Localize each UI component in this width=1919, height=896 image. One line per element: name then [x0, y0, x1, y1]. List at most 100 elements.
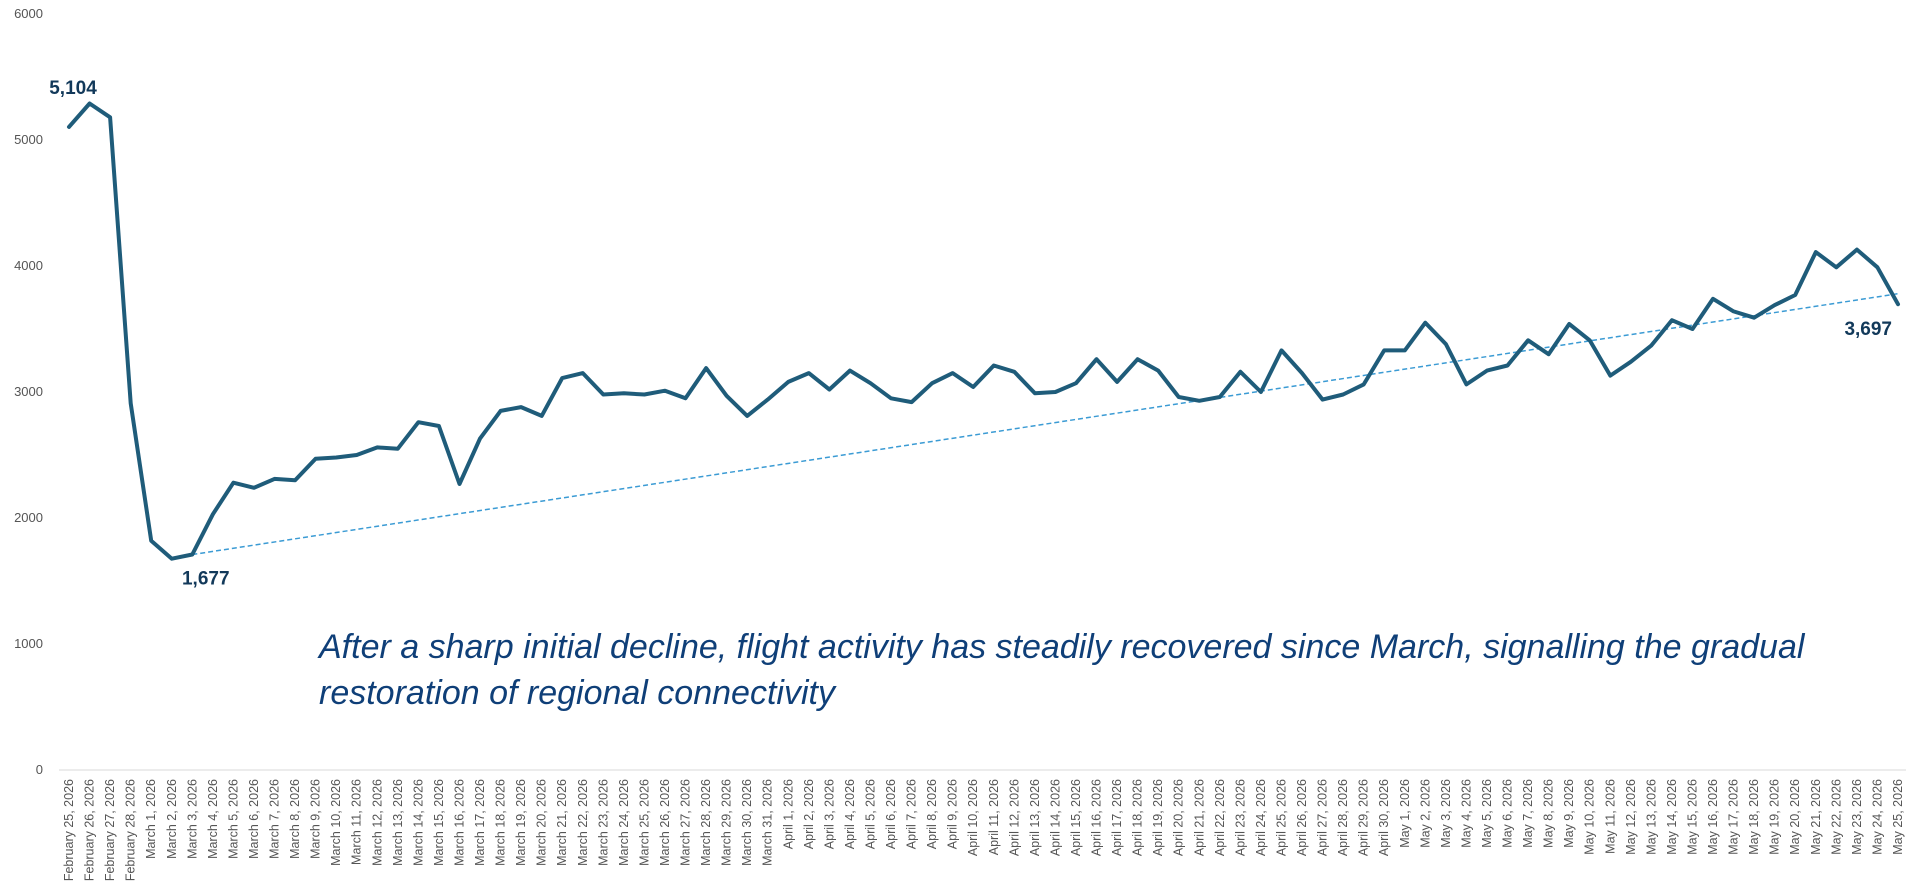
data-point: [149, 539, 153, 543]
data-point: [951, 371, 955, 375]
data-point: [704, 366, 708, 370]
data-point: [1403, 348, 1407, 353]
data-labels: 5,104 1,677 3,697: [49, 78, 1892, 590]
data-point: [1300, 371, 1304, 375]
data-point: [1855, 248, 1859, 252]
x-tick-label: May 16, 2026: [1706, 779, 1720, 855]
data-point: [519, 405, 523, 409]
x-tick-label: March 4, 2026: [206, 779, 220, 859]
data-point: [1033, 391, 1037, 395]
x-tick-label: April 9, 2026: [946, 779, 960, 849]
x-tick-label: April 17, 2026: [1110, 779, 1124, 856]
data-point: [1218, 395, 1222, 399]
series-points: [67, 101, 1900, 561]
data-point: [889, 396, 893, 400]
x-tick-label: May 7, 2026: [1521, 779, 1535, 848]
data-point: [909, 400, 914, 404]
x-tick-label: February 27, 2026: [103, 779, 117, 881]
x-tick-label: March 1, 2026: [144, 779, 158, 859]
x-axis-ticks: February 25, 2026 February 26, 2026 Februa…: [62, 779, 1905, 881]
x-tick-label: May 17, 2026: [1727, 779, 1741, 855]
data-point: [1670, 318, 1674, 322]
data-point: [745, 414, 749, 418]
data-point: [1012, 370, 1016, 374]
data-point: [396, 447, 400, 451]
data-point: [807, 371, 811, 375]
data-label: 1,677: [182, 569, 230, 590]
data-point: [1505, 363, 1510, 368]
x-tick-label: May 3, 2026: [1439, 779, 1453, 848]
data-point: [1485, 368, 1489, 373]
data-point: [314, 457, 318, 461]
x-tick-label: May 21, 2026: [1809, 779, 1823, 855]
data-point: [1053, 390, 1058, 394]
data-point: [1547, 352, 1551, 356]
series-line: [67, 101, 1900, 561]
x-tick-label: March 10, 2026: [329, 779, 343, 866]
data-point: [642, 392, 647, 397]
x-tick-label: April 14, 2026: [1048, 779, 1062, 856]
x-tick-label: May 5, 2026: [1480, 779, 1494, 848]
x-tick-label: April 20, 2026: [1172, 779, 1186, 856]
data-point: [1896, 302, 1900, 306]
x-tick-label: May 20, 2026: [1788, 779, 1802, 855]
x-tick-label: May 23, 2026: [1850, 779, 1864, 855]
data-point: [1588, 338, 1592, 342]
x-tick-label: March 31, 2026: [761, 779, 775, 866]
x-tick-label: April 25, 2026: [1274, 779, 1288, 856]
data-point: [437, 424, 441, 428]
data-point: [355, 453, 359, 457]
data-point: [170, 557, 174, 561]
data-point: [868, 381, 873, 385]
x-tick-label: March 25, 2026: [637, 779, 651, 866]
x-tick-label: April 22, 2026: [1213, 779, 1227, 856]
x-tick-label: February 28, 2026: [124, 779, 138, 881]
y-tick-label: 6000: [14, 6, 43, 21]
data-point: [1773, 303, 1777, 307]
y-tick-label: 3000: [14, 384, 43, 399]
x-tick-label: April 8, 2026: [925, 779, 939, 849]
data-point: [1752, 316, 1756, 320]
x-tick-label: May 1, 2026: [1398, 779, 1412, 848]
x-tick-label: March 7, 2026: [268, 779, 282, 859]
data-point: [1444, 342, 1448, 346]
x-tick-label: April 18, 2026: [1131, 779, 1145, 856]
x-tick-label: April 5, 2026: [863, 779, 877, 849]
x-tick-label: March 14, 2026: [411, 779, 425, 866]
annotation-line-2: restoration of regional connectivity: [319, 674, 835, 712]
data-point: [1649, 343, 1653, 347]
x-tick-label: April 12, 2026: [1007, 779, 1021, 856]
data-point: [827, 387, 831, 392]
data-point: [1362, 382, 1366, 387]
x-tick-label: May 13, 2026: [1644, 779, 1658, 855]
data-point: [622, 391, 626, 395]
data-point: [211, 512, 215, 516]
data-point: [1629, 360, 1633, 364]
x-tick-label: March 28, 2026: [699, 779, 713, 866]
x-tick-label: April 30, 2026: [1377, 779, 1391, 856]
data-point: [375, 445, 379, 450]
x-tick-label: April 13, 2026: [1028, 779, 1042, 856]
data-point: [1793, 293, 1797, 297]
data-point: [581, 371, 585, 375]
x-tick-label: March 19, 2026: [514, 779, 528, 866]
data-point: [1259, 390, 1263, 394]
data-point: [1875, 265, 1880, 269]
x-tick-label: May 24, 2026: [1870, 779, 1884, 855]
x-tick-label: May 19, 2026: [1768, 779, 1782, 855]
x-tick-label: March 3, 2026: [185, 779, 199, 859]
x-tick-label: April 21, 2026: [1192, 779, 1206, 856]
x-tick-label: April 4, 2026: [843, 779, 857, 849]
x-tick-label: April 7, 2026: [905, 779, 919, 849]
x-tick-label: May 12, 2026: [1624, 779, 1638, 855]
x-tick-label: March 18, 2026: [494, 779, 508, 866]
data-point: [1320, 397, 1325, 402]
data-point: [1115, 380, 1119, 384]
x-tick-label: April 19, 2026: [1151, 779, 1165, 856]
data-point: [1197, 399, 1201, 403]
data-point: [231, 481, 236, 485]
data-point: [1731, 309, 1736, 313]
data-point: [1423, 321, 1427, 325]
x-tick-label: May 14, 2026: [1665, 779, 1679, 855]
